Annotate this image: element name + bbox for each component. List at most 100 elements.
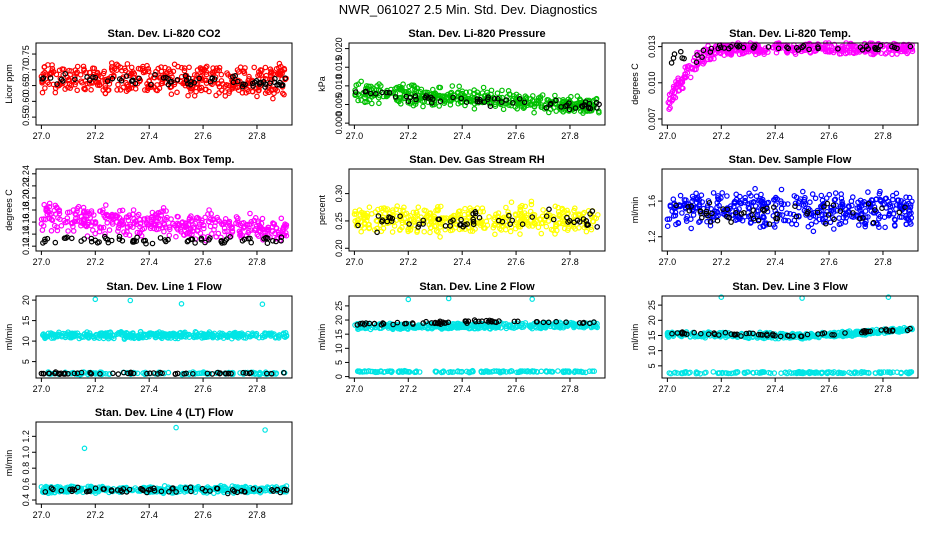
data-point [553,97,559,104]
data-point [809,191,816,197]
x-tick-label: 27.6 [507,257,525,267]
data-point [903,213,910,219]
data-point [877,213,884,220]
data-point [282,334,288,341]
data-point [109,64,115,70]
data-point [799,44,806,51]
data-points [352,295,601,376]
x-tick-label: 27.6 [194,384,212,394]
data-point [787,211,794,217]
data-point [420,217,427,224]
data-point [735,43,742,50]
data-point [268,69,275,76]
data-point [46,204,53,210]
data-point [471,87,478,93]
data-point [758,191,764,198]
data-point [518,368,524,375]
data-point [193,215,200,221]
data-point [903,194,909,201]
data-point [555,368,561,374]
data-point [272,75,278,82]
x-tick-label: 27.6 [194,257,212,267]
data-point [186,64,192,71]
data-point [106,371,113,377]
data-point [249,88,256,95]
data-point [679,370,685,376]
data-point [493,368,500,374]
data-point [862,328,869,335]
data-point [109,75,116,82]
data-point [529,93,536,99]
data-point [183,370,189,377]
data-point [862,208,869,214]
data-point [695,333,701,340]
data-point [568,93,574,100]
x-tick-label: 27.8 [874,257,892,267]
outlier-point [885,294,892,301]
data-point [88,87,94,93]
chart-title: Stan. Dev. Line 3 Flow [732,281,848,293]
data-point [399,369,406,375]
chart-title: Stan. Dev. Li-820 Temp. [729,28,851,40]
data-point [845,203,852,209]
data-point [877,196,883,203]
data-point [576,368,583,375]
data-point [704,205,711,211]
x-tick-label: 27.8 [561,131,579,141]
page-title: NWR_061027 2.5 Min. Std. Dev. Diagnostic… [338,2,598,17]
data-point [407,213,414,219]
data-point [581,102,588,108]
data-point [438,369,445,376]
data-point [86,81,93,87]
data-point [835,45,841,52]
data-point [358,78,365,85]
data-point [528,198,535,205]
data-point [693,59,700,66]
data-point [858,368,865,375]
data-point [68,82,75,89]
data-point [556,220,563,227]
data-point [39,89,46,96]
data-point [826,191,833,198]
data-point [836,221,843,228]
data-point [147,370,153,377]
data-point [194,81,201,87]
data-point [237,331,244,338]
data-point [675,220,682,227]
data-point [553,318,560,325]
data-point [66,67,72,74]
data-point [505,209,511,215]
data-point [124,81,131,88]
data-point [784,210,790,217]
data-point [354,322,361,328]
data-point [772,332,778,339]
data-point [682,64,689,71]
x-tick-label: 27.2 [400,384,418,394]
data-point [533,318,540,325]
data-point [752,203,759,209]
data-point [873,220,880,226]
data-point [132,86,139,92]
data-point [91,212,97,218]
data-point [802,201,809,207]
data-point [781,201,788,208]
data-point [391,223,398,229]
data-point [235,215,241,222]
x-tick-label: 27.2 [713,131,731,141]
data-point [480,225,487,231]
y-tick-label: 0.24 [21,165,31,183]
data-point [486,214,492,220]
data-point [664,223,671,230]
data-point [92,332,99,339]
data-point [519,202,525,209]
data-point [677,78,684,85]
data-point [750,207,757,214]
y-tick-label: 0.12 [21,237,31,255]
data-point [738,333,744,339]
data-point [471,106,478,112]
outlier-point [178,300,185,307]
data-point [423,318,429,325]
data-point [421,228,428,235]
